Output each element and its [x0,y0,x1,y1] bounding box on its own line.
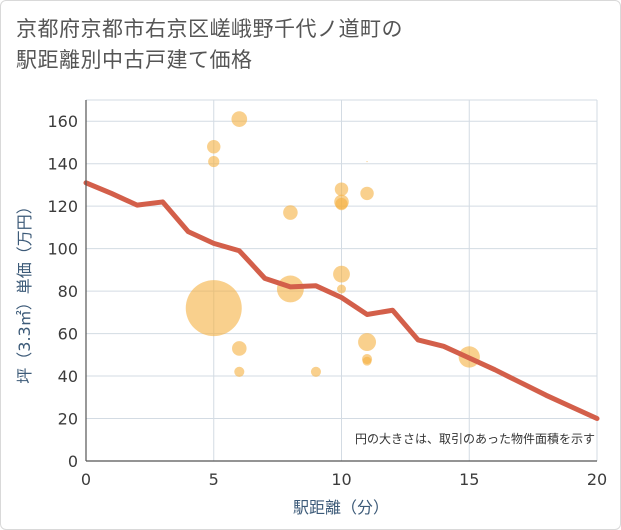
bubble-point [234,366,245,377]
x-tick-label: 10 [331,470,351,489]
y-tick-label: 80 [58,282,78,301]
bubble-point [366,160,368,163]
x-tick-label: 15 [459,470,479,489]
bubble-point [208,155,220,168]
y-tick-label: 140 [47,155,78,174]
y-tick-label: 20 [58,410,78,429]
y-tick-label: 160 [47,112,78,131]
bubble-point [333,265,350,283]
bubble-size-note: 円の大きさは、取引のあった物件面積を示す [355,431,595,446]
bubble-point [362,356,372,366]
trend-line [83,180,600,422]
chart-title: 京都府京都市右京区嵯峨野千代ノ道町の 駅距離別中古戸建て価格 [16,14,403,76]
y-tick-label: 0 [68,452,78,471]
y-tick-label: 100 [47,240,78,259]
x-tick-label: 5 [209,470,219,489]
bubble-point [360,186,374,201]
x-tick-label: 0 [81,470,91,489]
bubble-point [232,341,247,356]
axes: 0 20 40 60 80 100 120 140 160 0 5 10 15 20 [47,100,607,489]
y-axis-label: 坪（3.3㎡）単価（万円） [15,198,34,383]
bubble-point [185,280,242,337]
bubble-point [358,333,377,352]
bubble-point [334,182,349,196]
trend-series [83,180,600,422]
x-axis-label: 駅距離（分） [293,498,389,517]
bubble-point [207,139,221,154]
bubble-series [185,111,480,377]
bubble-point [310,366,321,377]
y-tick-label: 40 [58,367,78,386]
y-tick-label: 120 [47,197,78,216]
title-line-1: 京都府京都市右京区嵯峨野千代ノ道町の [16,17,403,41]
y-tick-label: 60 [58,325,78,344]
bubble-point [337,284,346,294]
x-tick-label: 20 [587,470,607,489]
bubble-point [335,197,348,211]
bubble-point [283,205,298,220]
bubble-point [231,111,248,127]
title-line-2: 駅距離別中古戸建て価格 [16,48,253,72]
